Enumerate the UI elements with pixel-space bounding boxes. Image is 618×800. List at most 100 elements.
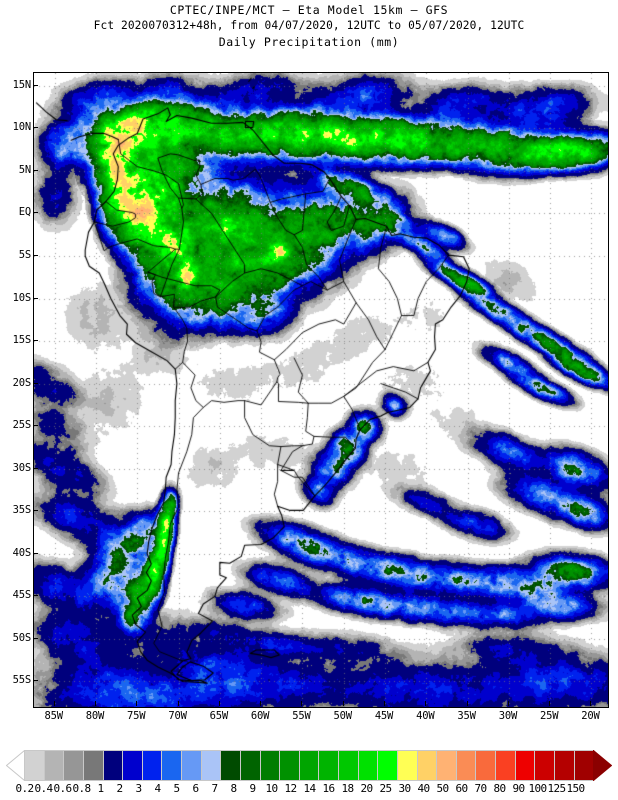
colorbar-level-label: 10 <box>265 782 278 795</box>
colorbar-swatch <box>554 750 575 781</box>
latitude-tick-mark <box>33 297 38 299</box>
chart-title-block: CPTEC/INPE/MCT — Eta Model 15km — GFS Fc… <box>0 2 618 50</box>
longitude-tick-mark <box>53 701 55 706</box>
longitude-tick-mark <box>590 701 592 706</box>
latitude-tick-mark <box>33 127 38 129</box>
longitude-tick-label: 30W <box>498 710 518 722</box>
precipitation-field-canvas <box>34 73 608 707</box>
latitude-tick-label: 5N <box>18 163 31 176</box>
longitude-tick-mark <box>94 701 96 706</box>
colorbar-level-label: 7 <box>211 782 218 795</box>
latitude-tick-label: 30S <box>12 461 32 474</box>
colorbar-swatch <box>260 750 281 781</box>
latitude-tick-label: 20S <box>12 376 32 389</box>
latitude-tick-mark <box>33 169 38 171</box>
colorbar-level-label: 100 <box>528 782 547 795</box>
colorbar-swatch <box>280 750 300 781</box>
longitude-tick-mark <box>177 701 179 706</box>
latitude-tick-label: 35S <box>12 504 32 517</box>
latitude-tick-label: EQ <box>18 206 31 219</box>
latitude-tick-mark <box>33 212 38 214</box>
colorbar-tick-labels: 0.2 0.4 0.6 0.8 1 2 3 4 5 6 7 8 9 10 12 14 16 18 20 25 30 40 5… <box>15 782 594 798</box>
colorbar-level-label: 25 <box>379 782 392 795</box>
colorbar-level-label: 0.4 <box>34 782 53 795</box>
colorbar-swatch <box>83 750 104 781</box>
latitude-tick-mark <box>33 425 38 427</box>
longitude-tick-label: 70W <box>168 710 187 722</box>
colorbar-over-arrow-icon <box>593 750 612 781</box>
colorbar-swatch <box>358 750 379 781</box>
latitude-tick-mark <box>33 467 38 469</box>
colorbar-under-arrow-icon <box>6 750 25 781</box>
latitude-tick-label: 45S <box>12 589 32 602</box>
latitude-tick-label: 15S <box>12 334 32 347</box>
colorbar-swatch <box>240 750 261 781</box>
latitude-tick-mark <box>33 340 38 342</box>
colorbar-swatch <box>123 750 143 781</box>
latitude-tick-mark <box>33 84 38 86</box>
colorbar-legend: 0.2 0.4 0.6 0.8 1 2 3 4 5 6 7 8 9 10 12 14 16 18 20 25 30 40 5… <box>0 745 618 800</box>
colorbar-level-label: 18 <box>341 782 354 795</box>
longitude-tick-mark <box>342 701 344 706</box>
colorbar-swatch <box>64 750 84 781</box>
colorbar-level-label: 5 <box>173 782 180 795</box>
colorbar-level-label: 1 <box>97 782 104 795</box>
colorbar-level-label: 4 <box>154 782 161 795</box>
colorbar-swatch <box>476 750 496 781</box>
colorbar-swatch <box>44 750 65 781</box>
latitude-tick-mark <box>33 552 38 554</box>
longitude-tick-label: 60W <box>250 710 270 722</box>
latitude-tick-label: 10S <box>12 291 32 304</box>
colorbar-swatch <box>162 750 182 781</box>
colorbar-level-label: 3 <box>135 782 142 795</box>
latitude-tick-mark <box>33 510 38 512</box>
colorbar-swatch <box>417 750 438 781</box>
longitude-axis: 85W 80W 75W 70W 65W 60W 55W 50W 45W 40W 35W 30W 25W 2… <box>33 710 609 726</box>
colorbar-level-label: 40 <box>417 782 430 795</box>
longitude-tick-label: 80W <box>85 710 105 722</box>
latitude-tick-mark <box>33 254 38 256</box>
colorbar-swatch <box>456 750 477 781</box>
colorbar-swatch <box>201 750 222 781</box>
colorbar-swatch <box>24 750 45 781</box>
colorbar-level-label: 14 <box>303 782 316 795</box>
colorbar-level-label: 20 <box>360 782 373 795</box>
precipitation-map[interactable] <box>33 72 609 708</box>
colorbar-swatches <box>24 750 595 781</box>
colorbar-level-label: 50 <box>436 782 449 795</box>
longitude-tick-label: 55W <box>292 710 311 722</box>
colorbar-level-label: 80 <box>493 782 506 795</box>
latitude-tick-label: 55S <box>12 674 32 687</box>
colorbar-level-label: 12 <box>284 782 297 795</box>
latitude-tick-label: 10N <box>12 121 32 134</box>
longitude-tick-label: 20W <box>581 710 600 722</box>
variable-title: Daily Precipitation (mm) <box>218 35 400 49</box>
colorbar-swatch <box>515 750 536 781</box>
colorbar-swatch <box>319 750 339 781</box>
longitude-tick-label: 75W <box>127 710 146 722</box>
longitude-tick-mark <box>384 701 385 706</box>
longitude-tick-mark <box>301 701 303 706</box>
longitude-tick-label: 45W <box>374 710 394 722</box>
longitude-tick-mark <box>507 701 509 706</box>
colorbar-swatch <box>496 750 516 781</box>
colorbar-swatch <box>221 750 241 781</box>
latitude-tick-label: 15N <box>12 78 32 91</box>
colorbar-swatch <box>103 750 124 781</box>
longitude-tick-mark <box>136 701 138 706</box>
colorbar-level-label: 0.8 <box>72 782 91 795</box>
latitude-tick-label: 25S <box>12 419 32 432</box>
colorbar-level-label: 30 <box>398 782 411 795</box>
colorbar-swatch <box>437 750 457 781</box>
longitude-tick-mark <box>260 701 262 706</box>
longitude-tick-label: 65W <box>209 710 229 722</box>
colorbar-level-label: 60 <box>455 782 468 795</box>
colorbar-swatch <box>182 750 202 781</box>
latitude-tick-label: 5S <box>18 248 31 261</box>
colorbar-swatch <box>378 750 398 781</box>
colorbar-swatch <box>299 750 320 781</box>
colorbar-level-label: 16 <box>322 782 335 795</box>
latitude-tick-mark <box>33 382 38 384</box>
longitude-tick-mark <box>218 701 220 706</box>
